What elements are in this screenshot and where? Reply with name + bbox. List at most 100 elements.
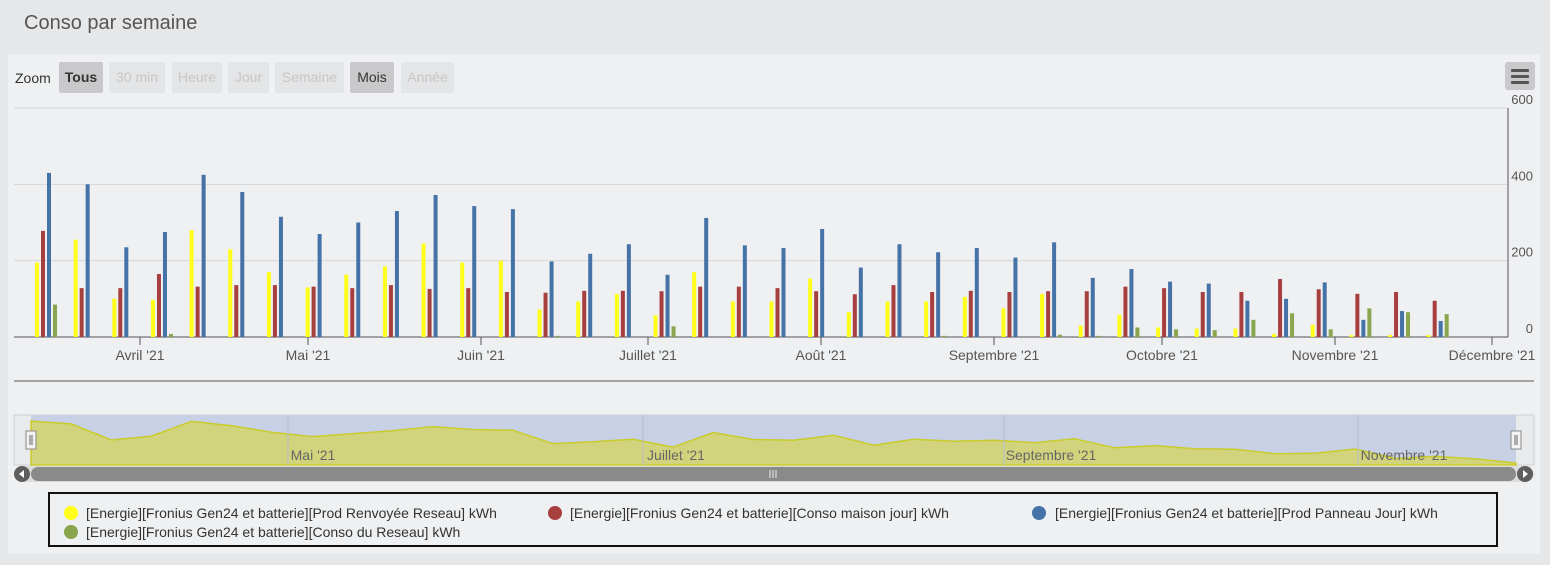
bar	[659, 291, 664, 337]
bar	[382, 266, 387, 337]
bar	[891, 285, 896, 337]
bar	[781, 248, 786, 337]
zoom-button-30min[interactable]: 30 min	[109, 62, 165, 93]
bar	[1361, 319, 1366, 337]
legend-item-conso-maison[interactable]: [Energie][Fronius Gen24 et batterie][Con…	[570, 505, 949, 521]
bar	[814, 291, 819, 337]
bar	[555, 335, 560, 337]
bar	[692, 272, 697, 337]
x-tick-label: Mai '21	[286, 347, 331, 363]
bar	[466, 288, 471, 337]
legend-item-prod-renvoyee[interactable]: [Energie][Fronius Gen24 et batterie][Pro…	[86, 505, 497, 521]
bar	[588, 253, 593, 337]
bar	[311, 286, 316, 337]
legend-dot-prod-panneau	[1032, 506, 1046, 520]
bar	[1200, 291, 1205, 337]
bar	[936, 252, 941, 337]
bar	[665, 274, 670, 337]
bar	[1426, 335, 1431, 337]
navigator-label: Septembre '21	[1006, 447, 1097, 463]
bar	[350, 288, 355, 337]
navigator-area	[30, 420, 1517, 466]
bars	[35, 172, 1449, 337]
zoom-label: Zoom	[15, 70, 51, 86]
bar	[1058, 334, 1063, 337]
navigator-right-handle[interactable]	[1510, 430, 1522, 450]
bar	[1355, 293, 1360, 337]
x-tick-label: Novembre '21	[1292, 347, 1379, 363]
navigator-left-handle[interactable]	[25, 430, 37, 450]
bar	[1040, 293, 1045, 337]
bar	[1290, 313, 1295, 337]
bar	[394, 211, 399, 337]
bar	[885, 301, 890, 337]
bar	[1084, 291, 1089, 337]
bar	[234, 285, 239, 337]
bar	[112, 298, 117, 337]
bar	[1194, 328, 1199, 337]
bar	[1367, 308, 1372, 337]
x-tick-label: Août '21	[796, 347, 847, 363]
bar	[156, 274, 161, 337]
bar	[124, 247, 129, 337]
bar	[962, 296, 967, 337]
y-tick-label: 200	[1511, 245, 1533, 260]
legend-item-conso-reseau[interactable]: [Energie][Fronius Gen24 et batterie][Con…	[86, 524, 461, 540]
bar	[775, 288, 780, 337]
legend-item-prod-panneau[interactable]: [Energie][Fronius Gen24 et batterie][Pro…	[1055, 505, 1438, 521]
bar	[79, 288, 84, 337]
bar	[201, 174, 206, 337]
bar	[1233, 328, 1238, 337]
bar	[1251, 319, 1256, 337]
axes: 0 200 400 600 Avril '21 Mai '21 Juin '21 Juille…	[115, 92, 1535, 363]
bar	[769, 301, 774, 337]
bar	[671, 326, 676, 337]
bar	[1310, 324, 1315, 337]
zoom-button-heure[interactable]: Heure	[172, 62, 222, 93]
bar	[1272, 333, 1277, 337]
bar	[1212, 330, 1217, 337]
bar	[162, 232, 167, 337]
bar	[897, 244, 902, 337]
bar	[150, 299, 155, 337]
zoom-button-semaine[interactable]: Semaine	[275, 62, 344, 93]
navigator: Mai '21 Juillet '21 Septembre '21 Novembre …	[13, 380, 1535, 482]
bar	[582, 290, 587, 337]
bar	[1328, 329, 1333, 337]
bar	[1394, 291, 1399, 337]
bar	[930, 291, 935, 337]
zoom-button-mois[interactable]: Mois	[350, 62, 394, 93]
bar	[1135, 327, 1140, 337]
bar	[1001, 308, 1006, 337]
bar	[1156, 327, 1161, 337]
zoom-button-tous[interactable]: Tous	[59, 62, 103, 93]
bar	[1206, 283, 1211, 337]
bar	[698, 286, 703, 337]
bar	[576, 301, 581, 337]
bar	[41, 230, 45, 337]
bar	[730, 301, 735, 337]
bar	[1007, 291, 1012, 337]
bar	[47, 172, 51, 337]
zoom-button-jour[interactable]: Jour	[228, 62, 269, 93]
x-tick-label: Avril '21	[115, 347, 164, 363]
x-tick-label: Octobre '21	[1126, 347, 1198, 363]
bar	[626, 244, 631, 337]
arrow-right-icon	[1523, 470, 1528, 478]
bar	[1090, 277, 1095, 337]
bar	[1129, 269, 1134, 337]
zoom-button-annee[interactable]: Année	[401, 62, 454, 93]
bar	[1316, 289, 1321, 337]
bar	[510, 209, 515, 337]
bar	[549, 261, 554, 337]
bar	[1388, 335, 1393, 337]
legend-dot-prod-renvoyee	[64, 506, 78, 520]
hamburger-icon[interactable]	[1505, 62, 1535, 90]
bar	[228, 249, 233, 337]
bar	[704, 217, 709, 337]
legend-dot-conso-reseau	[64, 525, 78, 539]
bar	[460, 262, 465, 337]
bar	[858, 267, 863, 337]
bar	[1046, 291, 1051, 337]
bar	[1174, 329, 1179, 337]
